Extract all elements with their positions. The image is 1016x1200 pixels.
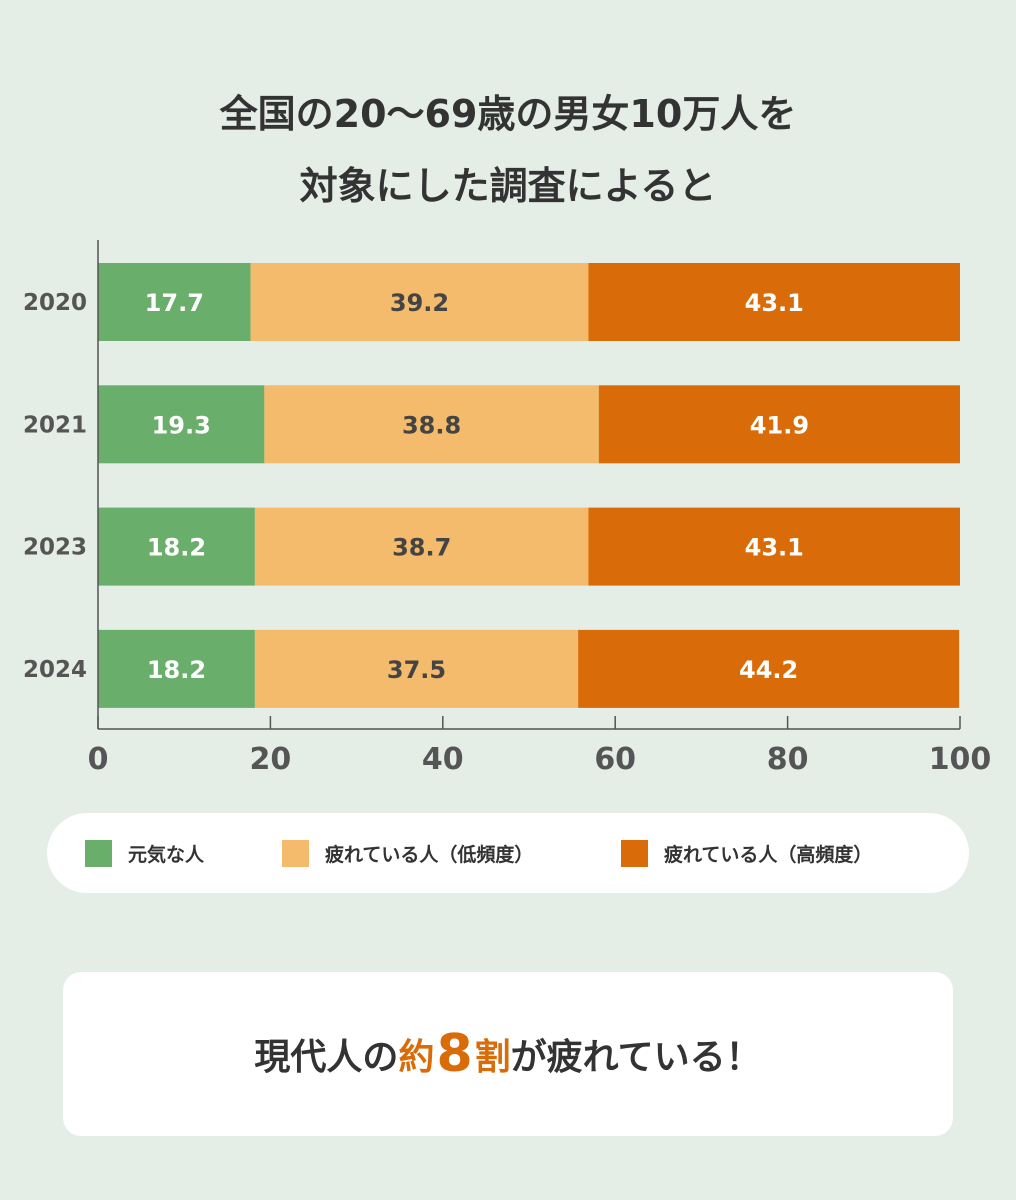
legend-label-low-frequency: 疲れている人（低頻度） — [325, 843, 534, 866]
category-label-2020: 2020 — [23, 290, 87, 316]
bar-2024-series-1 — [254, 629, 579, 708]
callout-highlight-number: 8 — [436, 1024, 473, 1084]
legend-swatch-genki — [85, 839, 112, 867]
x-tick-label-100: 100 — [929, 742, 992, 777]
x-tick-label-60: 60 — [594, 742, 636, 777]
conclusion-callout: 現代人の約 8 割が疲れている！ — [63, 972, 953, 1136]
legend-label-high-frequency: 疲れている人（高頻度） — [664, 843, 873, 866]
bar-2023-series-0 — [98, 507, 255, 586]
stacked-bar-chart: 2020 17.7 39.2 43.1 2021 19.3 38.8 41.9 2023 18.2… — [23, 240, 992, 777]
data-label-2024-series-1: 37.5 — [387, 656, 446, 684]
legend-swatch-low-frequency — [282, 839, 309, 867]
bar-2020-series-0 — [98, 263, 251, 341]
legend-item-low-frequency: 疲れている人（低頻度） — [282, 813, 533, 893]
bar-2020-series-2 — [588, 263, 960, 341]
data-label-2020-series-1: 39.2 — [390, 289, 449, 317]
data-label-2020-series-0: 17.7 — [145, 289, 204, 317]
x-tick-label-80: 80 — [767, 742, 809, 777]
legend-swatch-high-frequency — [621, 839, 648, 867]
data-label-2023-series-0: 18.2 — [147, 534, 206, 562]
bar-2020-series-1 — [250, 263, 589, 341]
chart-title: 全国の20〜69歳の男女10万人を 対象にした調査によると — [0, 78, 1016, 222]
chart-legend: 元気な人 疲れている人（低頻度） 疲れている人（高頻度） — [47, 813, 969, 893]
data-label-2023-series-1: 38.7 — [392, 534, 451, 562]
data-label-2024-series-2: 44.2 — [739, 656, 798, 684]
chart-title-line2: 対象にした調査によると — [299, 164, 717, 208]
callout-suffix: が疲れている！ — [510, 1037, 762, 1078]
data-label-2020-series-2: 43.1 — [745, 289, 804, 317]
data-label-2023-series-2: 43.1 — [745, 534, 804, 562]
bar-2024-series-2 — [578, 629, 960, 708]
data-label-2024-series-0: 18.2 — [147, 656, 206, 684]
bar-2023-series-1 — [254, 507, 589, 586]
bar-2024-series-0 — [98, 629, 255, 708]
category-label-2023: 2023 — [23, 535, 87, 561]
legend-item-genki: 元気な人 — [85, 813, 204, 893]
callout-highlight-approx: 約 — [398, 1037, 435, 1078]
data-label-2021-series-0: 19.3 — [152, 411, 211, 439]
bar-2021-series-1 — [264, 385, 599, 464]
bar-2021-series-2 — [598, 385, 960, 464]
callout-highlight-unit: 割 — [474, 1037, 511, 1078]
x-tick-label-0: 0 — [88, 742, 109, 777]
callout-prefix: 現代人の — [254, 1037, 399, 1078]
bar-2021-series-0 — [98, 385, 265, 464]
chart-title-line1: 全国の20〜69歳の男女10万人を — [219, 92, 797, 136]
data-label-2021-series-2: 41.9 — [750, 411, 809, 439]
legend-label-genki: 元気な人 — [128, 843, 205, 866]
bar-2023-series-2 — [588, 507, 960, 586]
x-tick-label-40: 40 — [422, 742, 464, 777]
data-label-2021-series-1: 38.8 — [402, 411, 461, 439]
x-tick-label-20: 20 — [250, 742, 292, 777]
category-label-2024: 2024 — [23, 657, 87, 683]
legend-item-high-frequency: 疲れている人（高頻度） — [621, 813, 872, 893]
category-label-2021: 2021 — [23, 412, 87, 438]
